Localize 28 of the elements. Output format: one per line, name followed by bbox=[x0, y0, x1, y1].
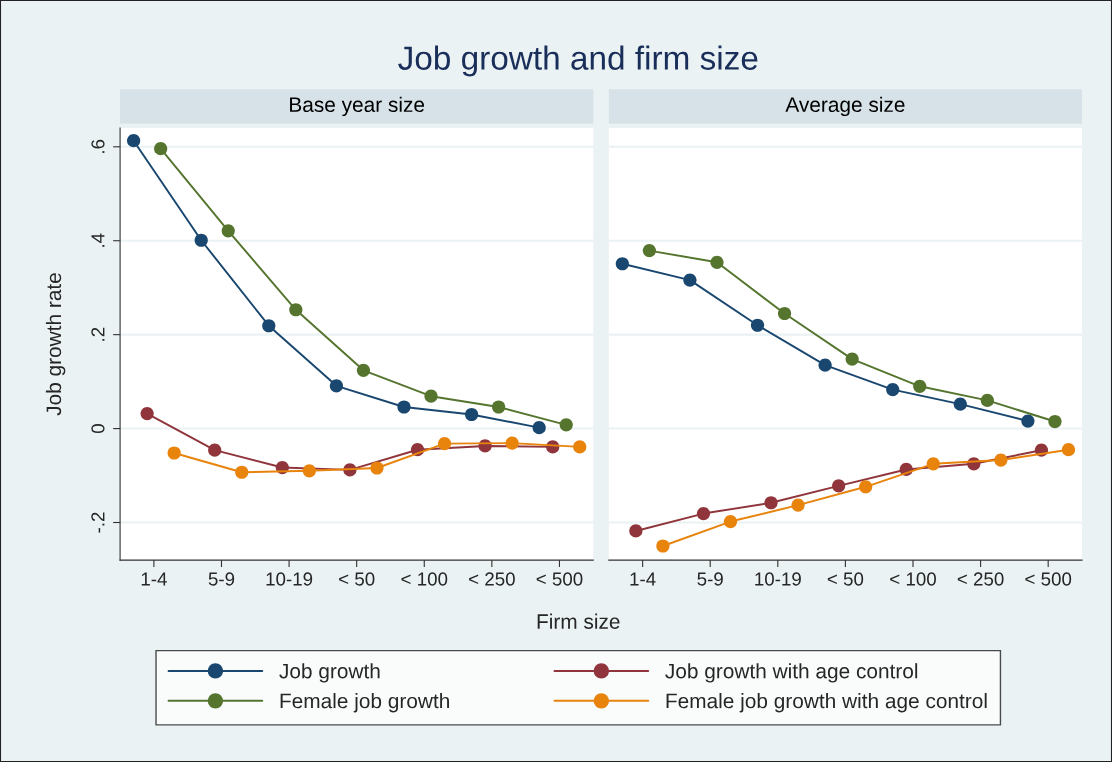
x-tick-label: < 500 bbox=[1025, 572, 1072, 586]
x-tick-label: 5-9 bbox=[208, 572, 235, 586]
chart-subtitle: Average size bbox=[785, 96, 905, 117]
x-axis-title: Firm size bbox=[537, 613, 620, 629]
legend-label: Female job growth with age control bbox=[666, 692, 987, 713]
x-tick-label: 1-4 bbox=[630, 572, 656, 586]
x-tick-label: < 50 bbox=[827, 572, 864, 586]
y-axis-title: Job growth rate bbox=[45, 273, 66, 416]
y-tick-label: -.2 bbox=[91, 512, 105, 533]
legend-label: Female job growth bbox=[280, 692, 449, 713]
y-tick-label: 0 bbox=[91, 424, 105, 434]
x-tick-label: < 500 bbox=[536, 572, 583, 586]
y-tick-label: .2 bbox=[91, 327, 105, 341]
x-tick-label: 5-9 bbox=[697, 572, 723, 586]
legend-label: Job growth with age control bbox=[665, 663, 918, 683]
x-tick-label: < 50 bbox=[339, 572, 375, 586]
x-tick-label: 1-4 bbox=[141, 572, 167, 586]
legend-label: Job growth bbox=[279, 663, 380, 683]
x-tick-label: 10-19 bbox=[266, 572, 313, 586]
x-tick-label: 10-19 bbox=[755, 572, 801, 586]
chart-subtitle: Base year size bbox=[290, 96, 425, 117]
x-tick-label: < 250 bbox=[469, 572, 515, 586]
x-tick-label: < 100 bbox=[401, 572, 448, 586]
x-tick-label: < 250 bbox=[957, 572, 1004, 586]
chart-title: Job growth and firm size bbox=[398, 45, 758, 77]
y-tick-label: .4 bbox=[91, 233, 105, 247]
y-tick-label: .6 bbox=[91, 139, 105, 153]
x-tick-label: < 100 bbox=[890, 572, 936, 586]
